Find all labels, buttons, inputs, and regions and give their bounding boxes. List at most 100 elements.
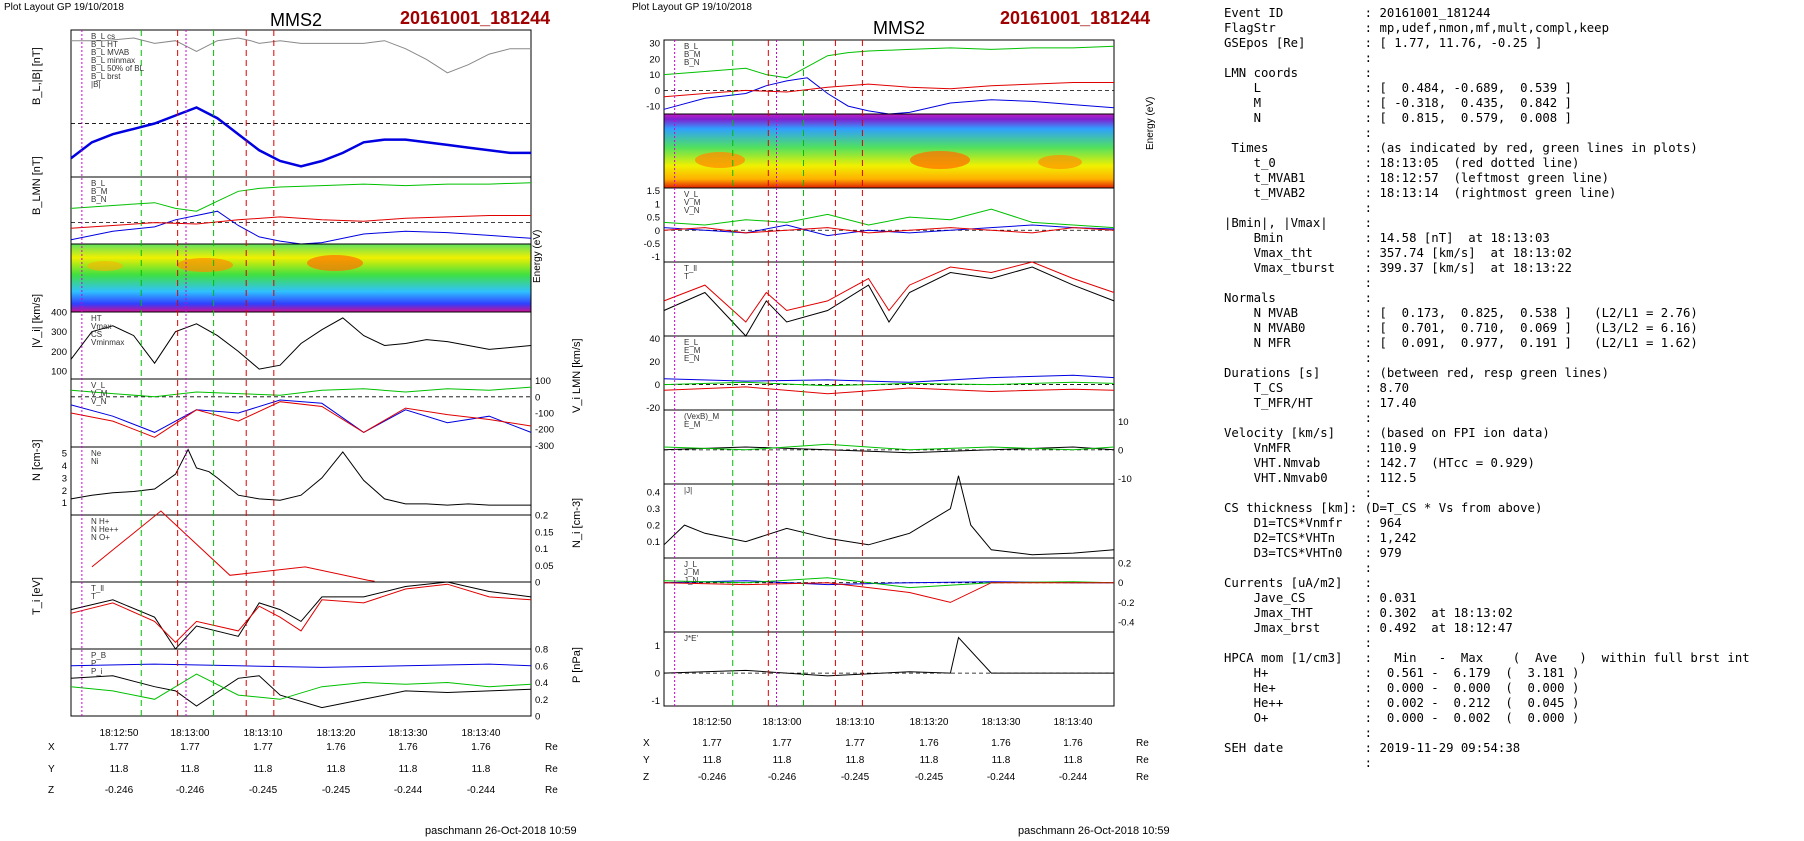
left-spacecraft-title: MMS2 bbox=[270, 10, 323, 30]
y-tick-label: 0.3 bbox=[647, 504, 660, 515]
position-value: 1.76 bbox=[471, 742, 491, 753]
y-tick-label: -200 bbox=[535, 425, 554, 436]
legend-entry: E_M bbox=[684, 420, 701, 429]
position-value: -0.246 bbox=[105, 785, 134, 796]
info-line: N MVAB0 : [ 0.701, 0.710, 0.069 ] (L3/L2… bbox=[1224, 321, 1698, 335]
position-value: 11.8 bbox=[1064, 755, 1083, 766]
y-tick-label: 0.1 bbox=[647, 537, 660, 548]
left-layout-label: Plot Layout GP 19/10/2018 bbox=[4, 2, 124, 13]
y-tick-label: 1 bbox=[62, 498, 67, 509]
y-tick-label: 300 bbox=[51, 327, 67, 338]
y-tick-label: 5 bbox=[62, 449, 67, 460]
legend-entry: V_N bbox=[91, 397, 107, 406]
position-value: 11.8 bbox=[703, 755, 722, 766]
panel-vi-lmn: V_i LMN [km/s] 100 0 -100 -200 -300 bbox=[70, 338, 583, 452]
panel-j-magnitude: 0.4 0.3 0.2 0.1 bbox=[647, 475, 1115, 559]
position-unit: Re bbox=[545, 785, 558, 796]
info-line: LMN coords : bbox=[1224, 66, 1373, 80]
series-line-b-l-brst bbox=[70, 106, 531, 168]
time-tick-label: 18:13:40 bbox=[1054, 717, 1093, 728]
position-value: -0.246 bbox=[176, 785, 205, 796]
panel-ion-spectrogram: Energy (eV) bbox=[70, 230, 543, 313]
position-value: 11.8 bbox=[773, 755, 792, 766]
series-line-ni bbox=[70, 448, 531, 506]
series-je: 1 0 -1 bbox=[652, 636, 1114, 707]
series-line-b-m bbox=[70, 182, 532, 212]
legend-entry: (VexB)_M bbox=[684, 412, 719, 421]
series-line-e-m bbox=[663, 381, 1115, 387]
position-unit: Re bbox=[545, 742, 558, 753]
info-line: L : [ 0.484, -0.689, 0.539 ] bbox=[1224, 81, 1572, 95]
y-tick-label: -1 bbox=[652, 696, 660, 707]
y-tick-label: 3 bbox=[62, 473, 67, 484]
time-tick-label: 18:13:10 bbox=[244, 728, 283, 739]
y-tick-label: 0.15 bbox=[535, 527, 554, 538]
y-tick-label: 0.2 bbox=[1118, 558, 1131, 569]
series-line-b-m bbox=[663, 45, 1115, 79]
info-line: N MVAB : [ 0.173, 0.825, 0.538 ] (L2/L1 … bbox=[1224, 306, 1698, 320]
info-line: Jmax_brst : 0.492 at 18:12:47 bbox=[1224, 621, 1513, 635]
legend-entry: T_ll bbox=[684, 264, 697, 273]
position-value: -0.244 bbox=[394, 785, 423, 796]
legend-entry: N He++ bbox=[91, 525, 119, 534]
ylabel-density: N [cm-3] bbox=[31, 439, 43, 481]
y-tick-label: -100 bbox=[535, 409, 554, 420]
info-line: : bbox=[1224, 201, 1373, 215]
position-unit: Re bbox=[1136, 755, 1149, 766]
y-tick-label: 1 bbox=[655, 199, 660, 210]
time-tick-label: 18:13:20 bbox=[910, 717, 949, 728]
legend-entry: B_L bbox=[91, 179, 106, 188]
y-tick-label: 0.2 bbox=[647, 521, 660, 532]
series-em: 10 0 -10 bbox=[663, 417, 1132, 485]
position-value: 1.77 bbox=[109, 742, 129, 753]
info-line: Jave_CS : 0.031 bbox=[1224, 591, 1417, 605]
legend-entry: J_M bbox=[684, 568, 699, 577]
position-value: 11.8 bbox=[181, 764, 200, 775]
info-line: : bbox=[1224, 276, 1373, 290]
position-value: -0.244 bbox=[467, 785, 496, 796]
ylabel-vi-lmn: V_i LMN [km/s] bbox=[571, 338, 583, 413]
y-tick-label: 0 bbox=[535, 578, 540, 589]
info-line: O+ : 0.000 - 0.002 ( 0.000 ) bbox=[1224, 711, 1580, 725]
legend-entry: V_M bbox=[684, 198, 701, 207]
y-tick-label: 0.4 bbox=[535, 678, 548, 689]
info-line: Jmax_THT : 0.302 at 18:13:02 bbox=[1224, 606, 1513, 620]
right-layout-label: Plot Layout GP 19/10/2018 bbox=[632, 2, 752, 13]
y-tick-label: 0.2 bbox=[535, 695, 548, 706]
y-tick-label: 0 bbox=[655, 380, 660, 391]
y-tick-label: 0.2 bbox=[535, 511, 548, 522]
position-value: 11.8 bbox=[920, 755, 939, 766]
series-line-e-l bbox=[663, 374, 1115, 383]
y-tick-label: 40 bbox=[649, 334, 660, 345]
info-line: Bmin : 14.58 [nT] at 18:13:03 bbox=[1224, 231, 1550, 245]
info-line: N MFR : [ 0.091, 0.977, 0.191 ] (L2/L1 =… bbox=[1224, 336, 1698, 350]
info-line: : bbox=[1224, 51, 1373, 65]
info-line: T_CS : 8.70 bbox=[1224, 381, 1410, 395]
legend-entry: B_M bbox=[91, 187, 108, 196]
info-line: He+ : 0.000 - 0.000 ( 0.000 ) bbox=[1224, 681, 1580, 695]
series-line-t-ll bbox=[70, 583, 532, 644]
series-b-lmn-left bbox=[70, 182, 532, 245]
position-value: 1.76 bbox=[991, 738, 1011, 749]
series-j-magnitude: 0.4 0.3 0.2 0.1 bbox=[647, 475, 1115, 556]
position-value: -0.245 bbox=[915, 772, 944, 783]
position-value: 1.77 bbox=[253, 742, 273, 753]
series-line-v-m bbox=[70, 386, 532, 398]
info-line: H+ : 0.561 - 6.179 ( 3.181 ) bbox=[1224, 666, 1580, 680]
panel-pressure: P [nPa] 0.8 0.6 0.4 0.2 0 bbox=[70, 645, 583, 723]
legend-entry: J*E' bbox=[684, 634, 698, 643]
y-tick-label: -0.5 bbox=[644, 239, 660, 250]
position-value: 1.76 bbox=[398, 742, 418, 753]
panel-te bbox=[663, 261, 1115, 337]
series-line-j-n bbox=[663, 582, 1114, 603]
tick-labels: 18:12:50 18:13:00 18:13:10 18:13:20 18:13:30… bbox=[48, 717, 1149, 796]
legend-entry: V_L bbox=[91, 381, 106, 390]
info-line: Velocity [km/s] : (based on FPI ion data… bbox=[1224, 426, 1550, 440]
time-tick-label: 18:12:50 bbox=[693, 717, 732, 728]
y-tick-label: 0 bbox=[1118, 578, 1123, 589]
series-vi-lmn: 100 0 -100 -200 -300 bbox=[70, 376, 554, 452]
position-value: 11.8 bbox=[992, 755, 1011, 766]
legend-entry: B_L cs bbox=[91, 32, 115, 41]
info-line: D1=TCS*Vnmfr : 964 bbox=[1224, 516, 1402, 530]
position-row-label: X bbox=[48, 742, 55, 753]
